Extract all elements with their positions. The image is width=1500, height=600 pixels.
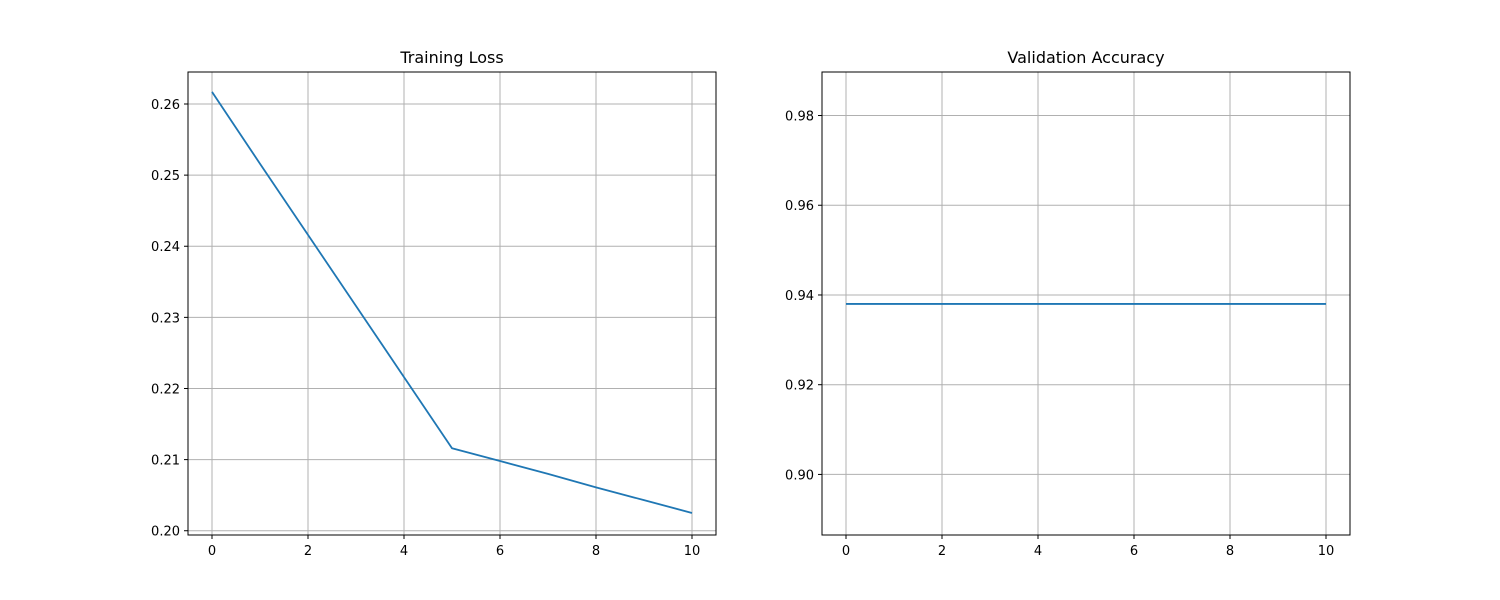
y-tick-label: 0.25 — [151, 169, 180, 184]
grid — [188, 72, 716, 535]
axes-frame — [821, 71, 1351, 536]
validation-accuracy-panel: Validation Accuracy 0 2 4 6 8 10 0.90 0.92 0.94 0… — [785, 48, 1351, 559]
y-tick-label: 0.20 — [151, 525, 180, 540]
axes-frame — [187, 71, 717, 536]
y-tick-label: 0.23 — [151, 311, 180, 326]
y-tick-label: 0.22 — [151, 382, 180, 397]
x-tick-label: 6 — [496, 544, 504, 559]
y-tick-label: 0.90 — [785, 468, 814, 483]
y-tick-label: 0.26 — [151, 98, 180, 113]
x-tick-label: 0 — [208, 544, 216, 559]
y-tick-label: 0.98 — [785, 110, 814, 125]
x-tick-label: 6 — [1130, 544, 1138, 559]
training-loss-panel: Training Loss 0 2 4 6 8 10 0.20 0.21 0.22 0.23 0.2… — [151, 48, 717, 559]
x-tick-label: 10 — [1318, 544, 1335, 559]
x-tick-label: 8 — [1226, 544, 1234, 559]
y-tick-label: 0.21 — [151, 454, 180, 469]
x-tick-label: 10 — [684, 544, 701, 559]
y-tick-label: 0.92 — [785, 379, 814, 394]
x-tick-label: 4 — [1034, 544, 1042, 559]
x-tick-label: 4 — [400, 544, 408, 559]
chart-title: Validation Accuracy — [1007, 48, 1164, 67]
y-tick-label: 0.94 — [785, 289, 814, 304]
y-tick-label: 0.96 — [785, 199, 814, 214]
chart-title: Training Loss — [399, 48, 503, 67]
x-tick-label: 2 — [938, 544, 946, 559]
x-tick-label: 2 — [304, 544, 312, 559]
y-tick-label: 0.24 — [151, 240, 180, 255]
x-tick-label: 0 — [842, 544, 850, 559]
series-line — [211, 91, 693, 514]
x-tick-label: 8 — [592, 544, 600, 559]
